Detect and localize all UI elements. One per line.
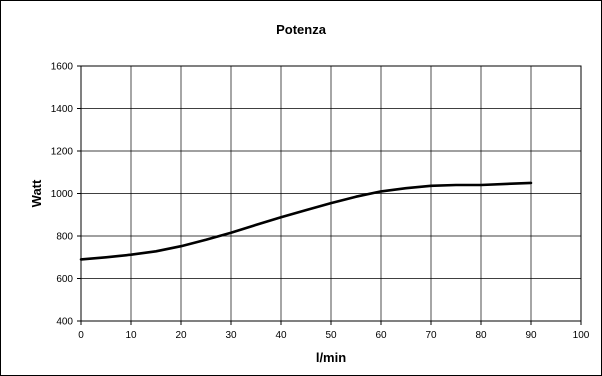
y-tick-label: 1400 — [51, 104, 74, 115]
x-tick-label: 50 — [325, 330, 337, 341]
x-tick-label: 100 — [573, 330, 590, 341]
series-line-0 — [79, 181, 533, 261]
x-tick-label: 80 — [475, 330, 487, 341]
y-tick-label: 1600 — [51, 62, 74, 73]
y-tick-label: 800 — [56, 232, 73, 243]
y-tick-label: 600 — [56, 274, 73, 285]
x-axis-ticks: 0 10 20 30 40 50 60 70 80 90 100 — [78, 321, 590, 341]
x-tick-label: 60 — [375, 330, 387, 341]
chart-title: Potenza — [276, 22, 327, 37]
x-tick-label: 10 — [125, 330, 137, 341]
x-tick-label: 30 — [225, 330, 237, 341]
x-tick-label: 90 — [525, 330, 537, 341]
grid-lines — [80, 65, 582, 322]
x-tick-label: 70 — [425, 330, 437, 341]
x-axis-label: l/min — [316, 350, 346, 365]
x-tick-label: 20 — [175, 330, 187, 341]
series-group — [79, 181, 533, 261]
y-axis-label: Watt — [29, 179, 44, 207]
y-tick-label: 400 — [56, 317, 73, 328]
y-tick-label: 1000 — [51, 189, 74, 200]
x-tick-label: 40 — [275, 330, 287, 341]
x-tick-label: 0 — [78, 330, 84, 341]
y-axis-ticks: 400 600 800 1000 1200 1400 1600 — [51, 62, 81, 328]
y-tick-label: 1200 — [51, 147, 74, 158]
